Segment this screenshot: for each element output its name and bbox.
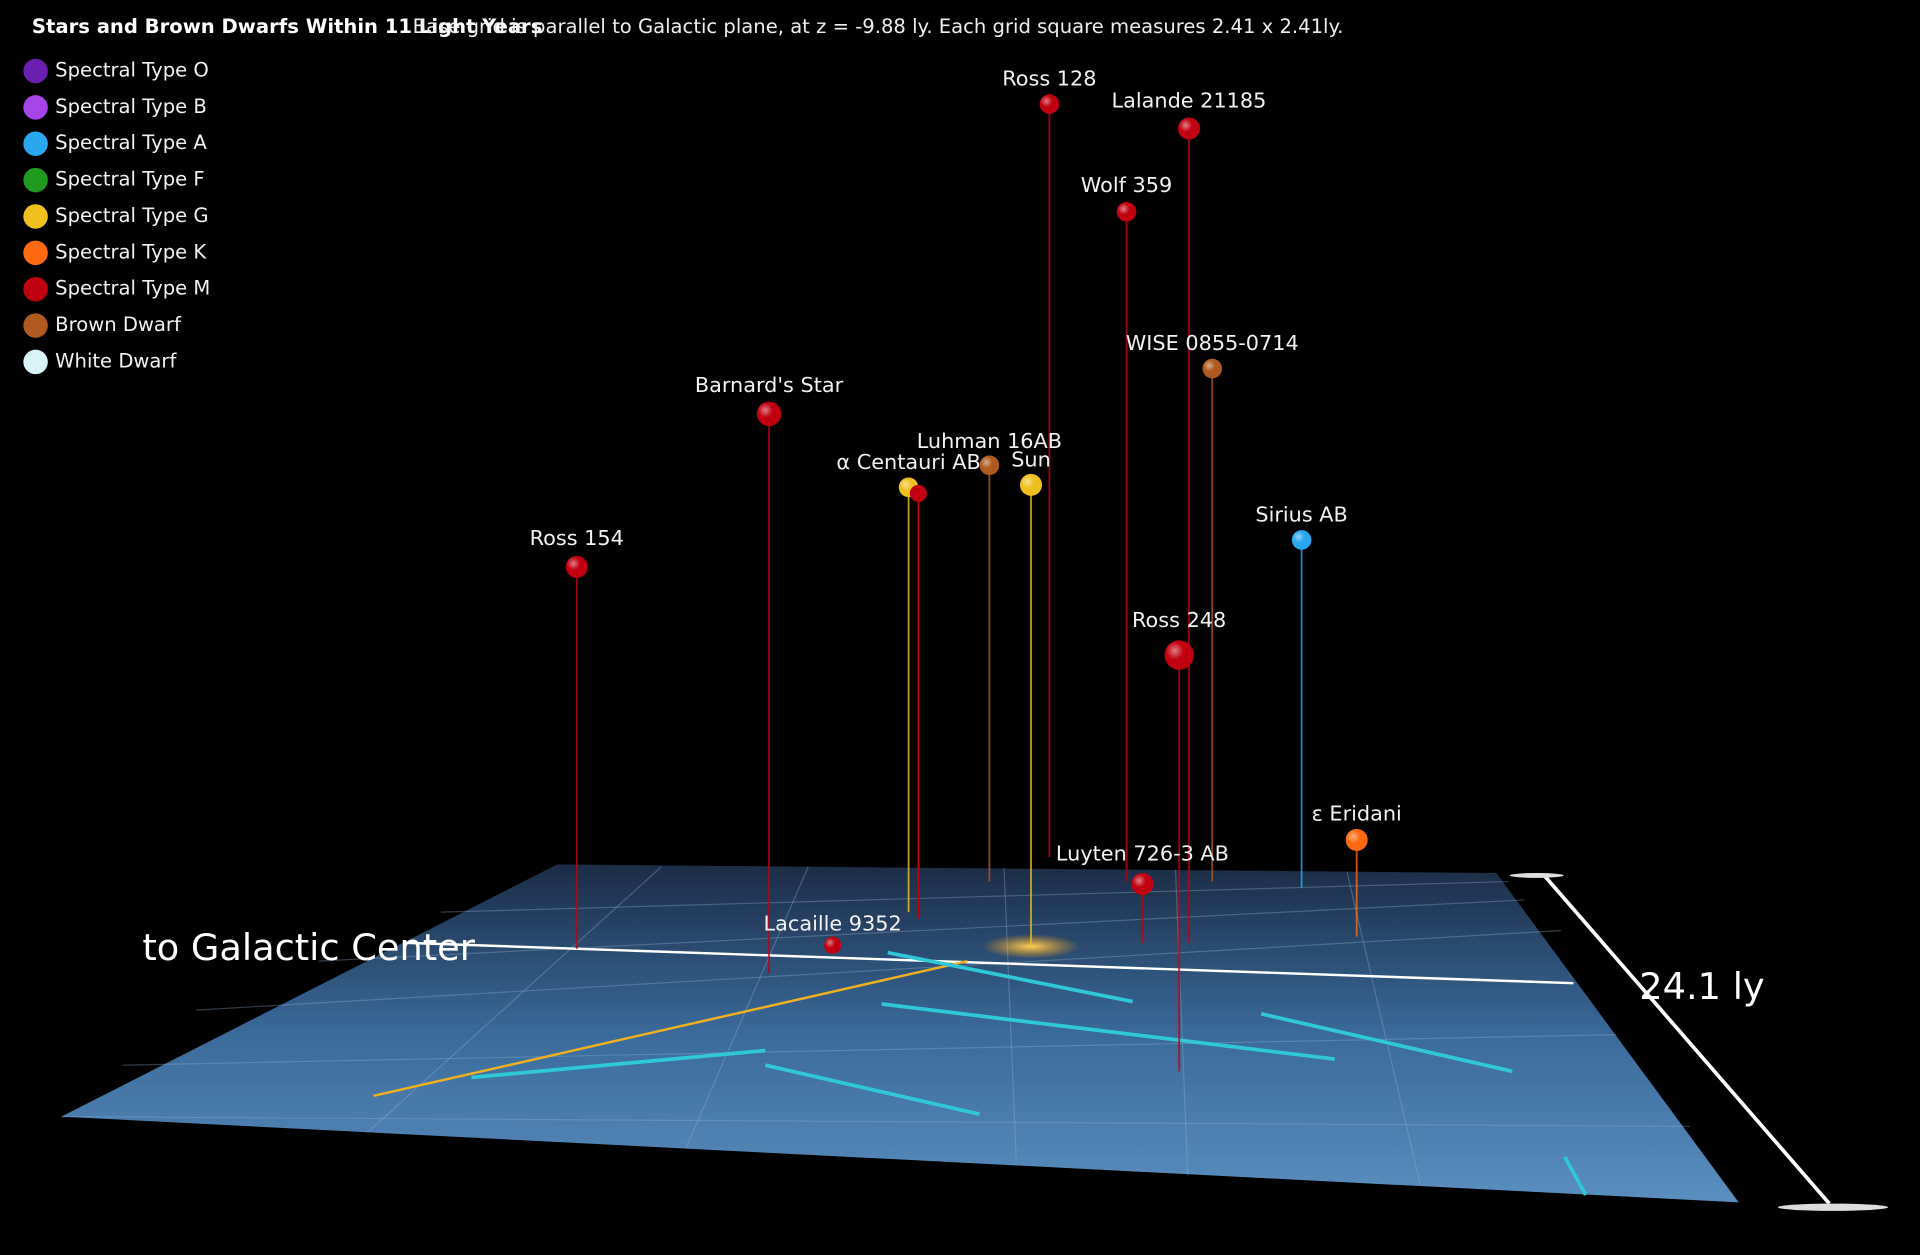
- star-shine: [1165, 641, 1184, 660]
- star-shine: [1132, 874, 1146, 888]
- star-label: Luhman 16AB: [917, 429, 1062, 453]
- scale-cap: [1777, 1203, 1889, 1211]
- star-shine: [1021, 474, 1035, 489]
- legend-swatch: [23, 58, 48, 84]
- star-label: Sirius AB: [1255, 503, 1347, 527]
- legend-swatch: [23, 95, 48, 120]
- legend-label: Spectral Type A: [55, 131, 207, 154]
- star-shine: [1203, 359, 1216, 372]
- star-label: Barnard's Star: [695, 373, 844, 397]
- legend-label: Spectral Type K: [55, 240, 207, 263]
- title: Stars and Brown Dwarfs Within 11 Light Y…: [32, 15, 542, 38]
- star-label: Wolf 359: [1081, 173, 1172, 197]
- legend-label: Spectral Type O: [55, 59, 209, 82]
- legend-label: Spectral Type G: [55, 204, 208, 227]
- scale-cap: [1509, 872, 1564, 878]
- star-label: Ross 154: [530, 526, 624, 550]
- star-shine: [1040, 95, 1053, 108]
- star-label: Ross 128: [1002, 67, 1096, 91]
- solar-motion-arrow: [373, 959, 968, 1098]
- star-shine: [980, 456, 993, 469]
- star-label: Lacaille 9352: [764, 912, 902, 936]
- star-shine: [824, 937, 836, 948]
- legend-swatch: [23, 167, 48, 193]
- legend: Spectral Type O Spectral Type B Spectral T…: [23, 59, 210, 375]
- stars: Ross 128 Lalande 21185 Wolf 359 WISE 0855-0…: [530, 67, 1402, 1072]
- legend-swatch: [23, 349, 48, 375]
- legend-label: Spectral Type M: [55, 277, 210, 300]
- star-shine: [1346, 830, 1361, 844]
- star-label: Luyten 726-3 AB: [1056, 842, 1229, 866]
- star-label: Lalande 21185: [1112, 89, 1267, 113]
- star-label: ε Eridani: [1312, 801, 1402, 825]
- galactic-center-label: to Galactic Center: [142, 926, 475, 969]
- scale-bar: [1543, 875, 1831, 1205]
- legend-label: Spectral Type B: [55, 95, 207, 118]
- star-label: Sun: [1011, 447, 1051, 471]
- star-shine: [1117, 203, 1130, 215]
- legend-label: Brown Dwarf: [55, 313, 182, 336]
- legend-swatch: [23, 204, 48, 229]
- star: [909, 484, 927, 502]
- galactic-line: [404, 941, 1574, 985]
- scale-label: 24.1 ly: [1639, 965, 1764, 1008]
- star-shine: [899, 478, 912, 491]
- legend-swatch: [23, 240, 48, 266]
- motion-arrows: [471, 950, 1588, 1196]
- star-shine: [757, 402, 773, 418]
- legend-swatch: [23, 276, 48, 302]
- star-shine: [566, 556, 581, 571]
- star-label: α Centauri AB: [836, 450, 980, 474]
- star-label: WISE 0855-0714: [1126, 331, 1299, 355]
- legend-swatch: [23, 313, 48, 338]
- legend-label: Spectral Type F: [55, 168, 205, 191]
- note: Base grid is parallel to Galactic plane,…: [413, 15, 1344, 38]
- star-label: Ross 248: [1132, 608, 1226, 632]
- star-shine: [1292, 531, 1305, 543]
- legend-swatch: [23, 131, 48, 156]
- base-plane: [61, 864, 1739, 1203]
- star-shine: [1179, 118, 1193, 132]
- legend-label: White Dwarf: [55, 349, 177, 372]
